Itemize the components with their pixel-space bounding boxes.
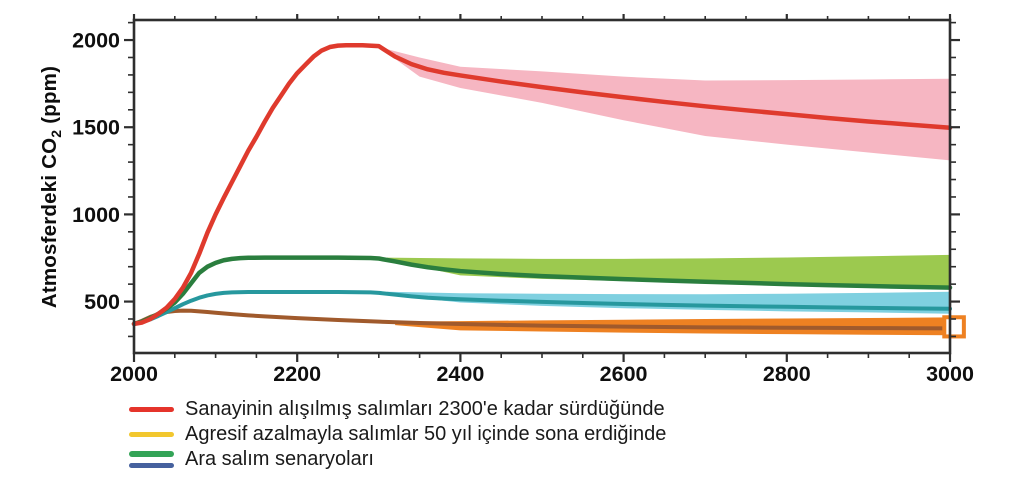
uncertainty-bands xyxy=(378,47,951,336)
legend-swatch-green xyxy=(129,451,174,457)
legend-item: Ara salım senaryoları xyxy=(129,448,666,471)
axis-ticks xyxy=(124,14,960,362)
legend-swatch-red xyxy=(129,406,174,413)
legend-swatch-yellow xyxy=(129,431,174,438)
svg-text:1000: 1000 xyxy=(72,203,120,227)
orange-range-endcap xyxy=(942,315,966,339)
line-intermediate-high xyxy=(131,255,953,327)
legend: Sanayinin alışılmış salımları 2300'e kad… xyxy=(129,398,666,471)
y-axis-label-unit: (ppm) xyxy=(38,65,61,130)
svg-text:2000: 2000 xyxy=(110,362,158,386)
legend-label: Sanayinin alışılmış salımları 2300'e kad… xyxy=(185,398,665,420)
x-tick-labels: 2000 2200 2400 2600 2800 3000 xyxy=(110,362,974,386)
svg-text:2800: 2800 xyxy=(763,362,811,386)
line-aggressive-reduction xyxy=(132,308,952,331)
svg-text:2000: 2000 xyxy=(72,29,120,53)
legend-swatch-blue xyxy=(129,462,174,468)
svg-text:500: 500 xyxy=(84,290,120,314)
svg-text:3000: 3000 xyxy=(926,362,974,386)
legend-label: Ara salım senaryoları xyxy=(185,448,374,470)
y-tick-labels: 500 1000 1500 2000 xyxy=(72,29,120,315)
svg-text:1500: 1500 xyxy=(72,116,120,140)
band-intermediate-high xyxy=(386,254,951,290)
line-business-as-usual xyxy=(131,43,953,327)
svg-text:2600: 2600 xyxy=(600,362,648,386)
svg-text:2200: 2200 xyxy=(273,362,321,386)
y-axis-label-subscript: 2 xyxy=(48,129,64,138)
scenario-lines xyxy=(131,43,953,331)
line-intermediate-low xyxy=(132,289,952,326)
band-intermediate-low xyxy=(386,291,951,314)
legend-swatch-stack xyxy=(129,451,174,468)
y-axis-label: Atmosferdeki CO2 (ppm) xyxy=(38,36,64,338)
y-axis-label-text: Atmosferdeki CO xyxy=(38,137,61,309)
svg-text:2400: 2400 xyxy=(436,362,484,386)
legend-item: Sanayinin alışılmış salımları 2300'e kad… xyxy=(129,398,666,421)
legend-item: Agresif azalmayla salımlar 50 yıl içinde… xyxy=(129,423,666,446)
legend-label: Agresif azalmayla salımlar 50 yıl içinde… xyxy=(185,423,667,445)
